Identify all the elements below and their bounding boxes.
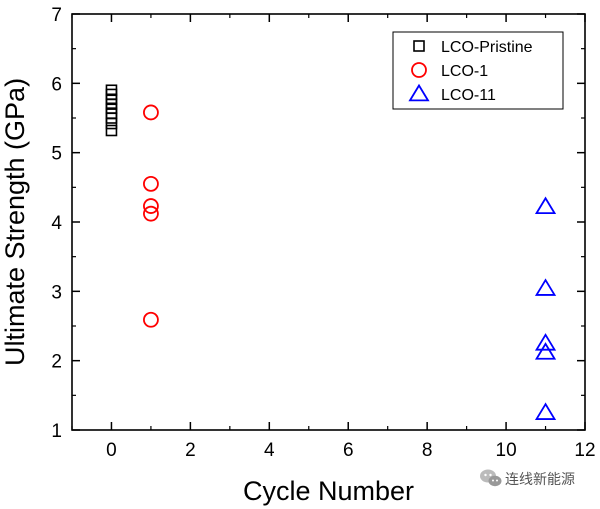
data-point-lco-1 <box>143 311 159 328</box>
y-tick-label: 3 <box>51 282 62 303</box>
y-axis-title: Ultimate Strength (GPa) <box>0 78 30 366</box>
data-point-lco-11 <box>534 333 557 351</box>
legend-marker <box>413 40 425 52</box>
legend-label: LCO-11 <box>441 87 496 104</box>
legend-label: LCO-1 <box>441 63 488 80</box>
legend-marker <box>411 62 427 78</box>
data-point-lco-11 <box>534 342 557 360</box>
data-point-lco-1 <box>143 205 159 222</box>
x-tick-label: 12 <box>574 440 595 461</box>
data-point-lco-1 <box>143 198 159 214</box>
data-point-lco-1 <box>143 175 159 192</box>
x-tick-label: 6 <box>343 440 354 461</box>
watermark: 连线新能源 <box>480 469 575 488</box>
y-axis: 1 2 3 4 5 6 7 <box>51 5 585 442</box>
data-point-lco-11 <box>534 196 557 215</box>
y-tick-label: 4 <box>51 213 62 234</box>
legend: LCO-Pristine LCO-1 LCO-11 <box>392 31 564 110</box>
y-tick-label: 1 <box>51 421 62 442</box>
y-tick-label: 5 <box>51 144 62 165</box>
x-axis-title: Cycle Number <box>243 476 414 506</box>
x-axis: 0 2 4 6 8 10 12 <box>71 14 596 461</box>
legend-label: LCO-Pristine <box>441 39 533 56</box>
legend-marker <box>408 83 430 102</box>
x-tick-label: 8 <box>422 440 433 461</box>
data-point-lco-pristine <box>105 84 118 97</box>
data-point-lco-1 <box>143 104 159 121</box>
legend-box <box>392 31 564 110</box>
y-tick-label: 2 <box>51 352 62 373</box>
x-tick-label: 4 <box>264 440 275 461</box>
data-points <box>105 84 557 420</box>
data-point-lco-11 <box>534 402 557 420</box>
wechat-icon <box>480 469 502 487</box>
y-tick-label: 7 <box>51 5 62 26</box>
x-tick-label: 0 <box>106 440 117 461</box>
data-point-lco-pristine <box>105 124 118 137</box>
x-tick-label: 2 <box>185 440 196 461</box>
data-point-lco-11 <box>534 278 557 296</box>
x-tick-label: 10 <box>496 440 517 461</box>
y-tick-label: 6 <box>51 74 62 95</box>
watermark-text: 连线新能源 <box>505 472 575 488</box>
